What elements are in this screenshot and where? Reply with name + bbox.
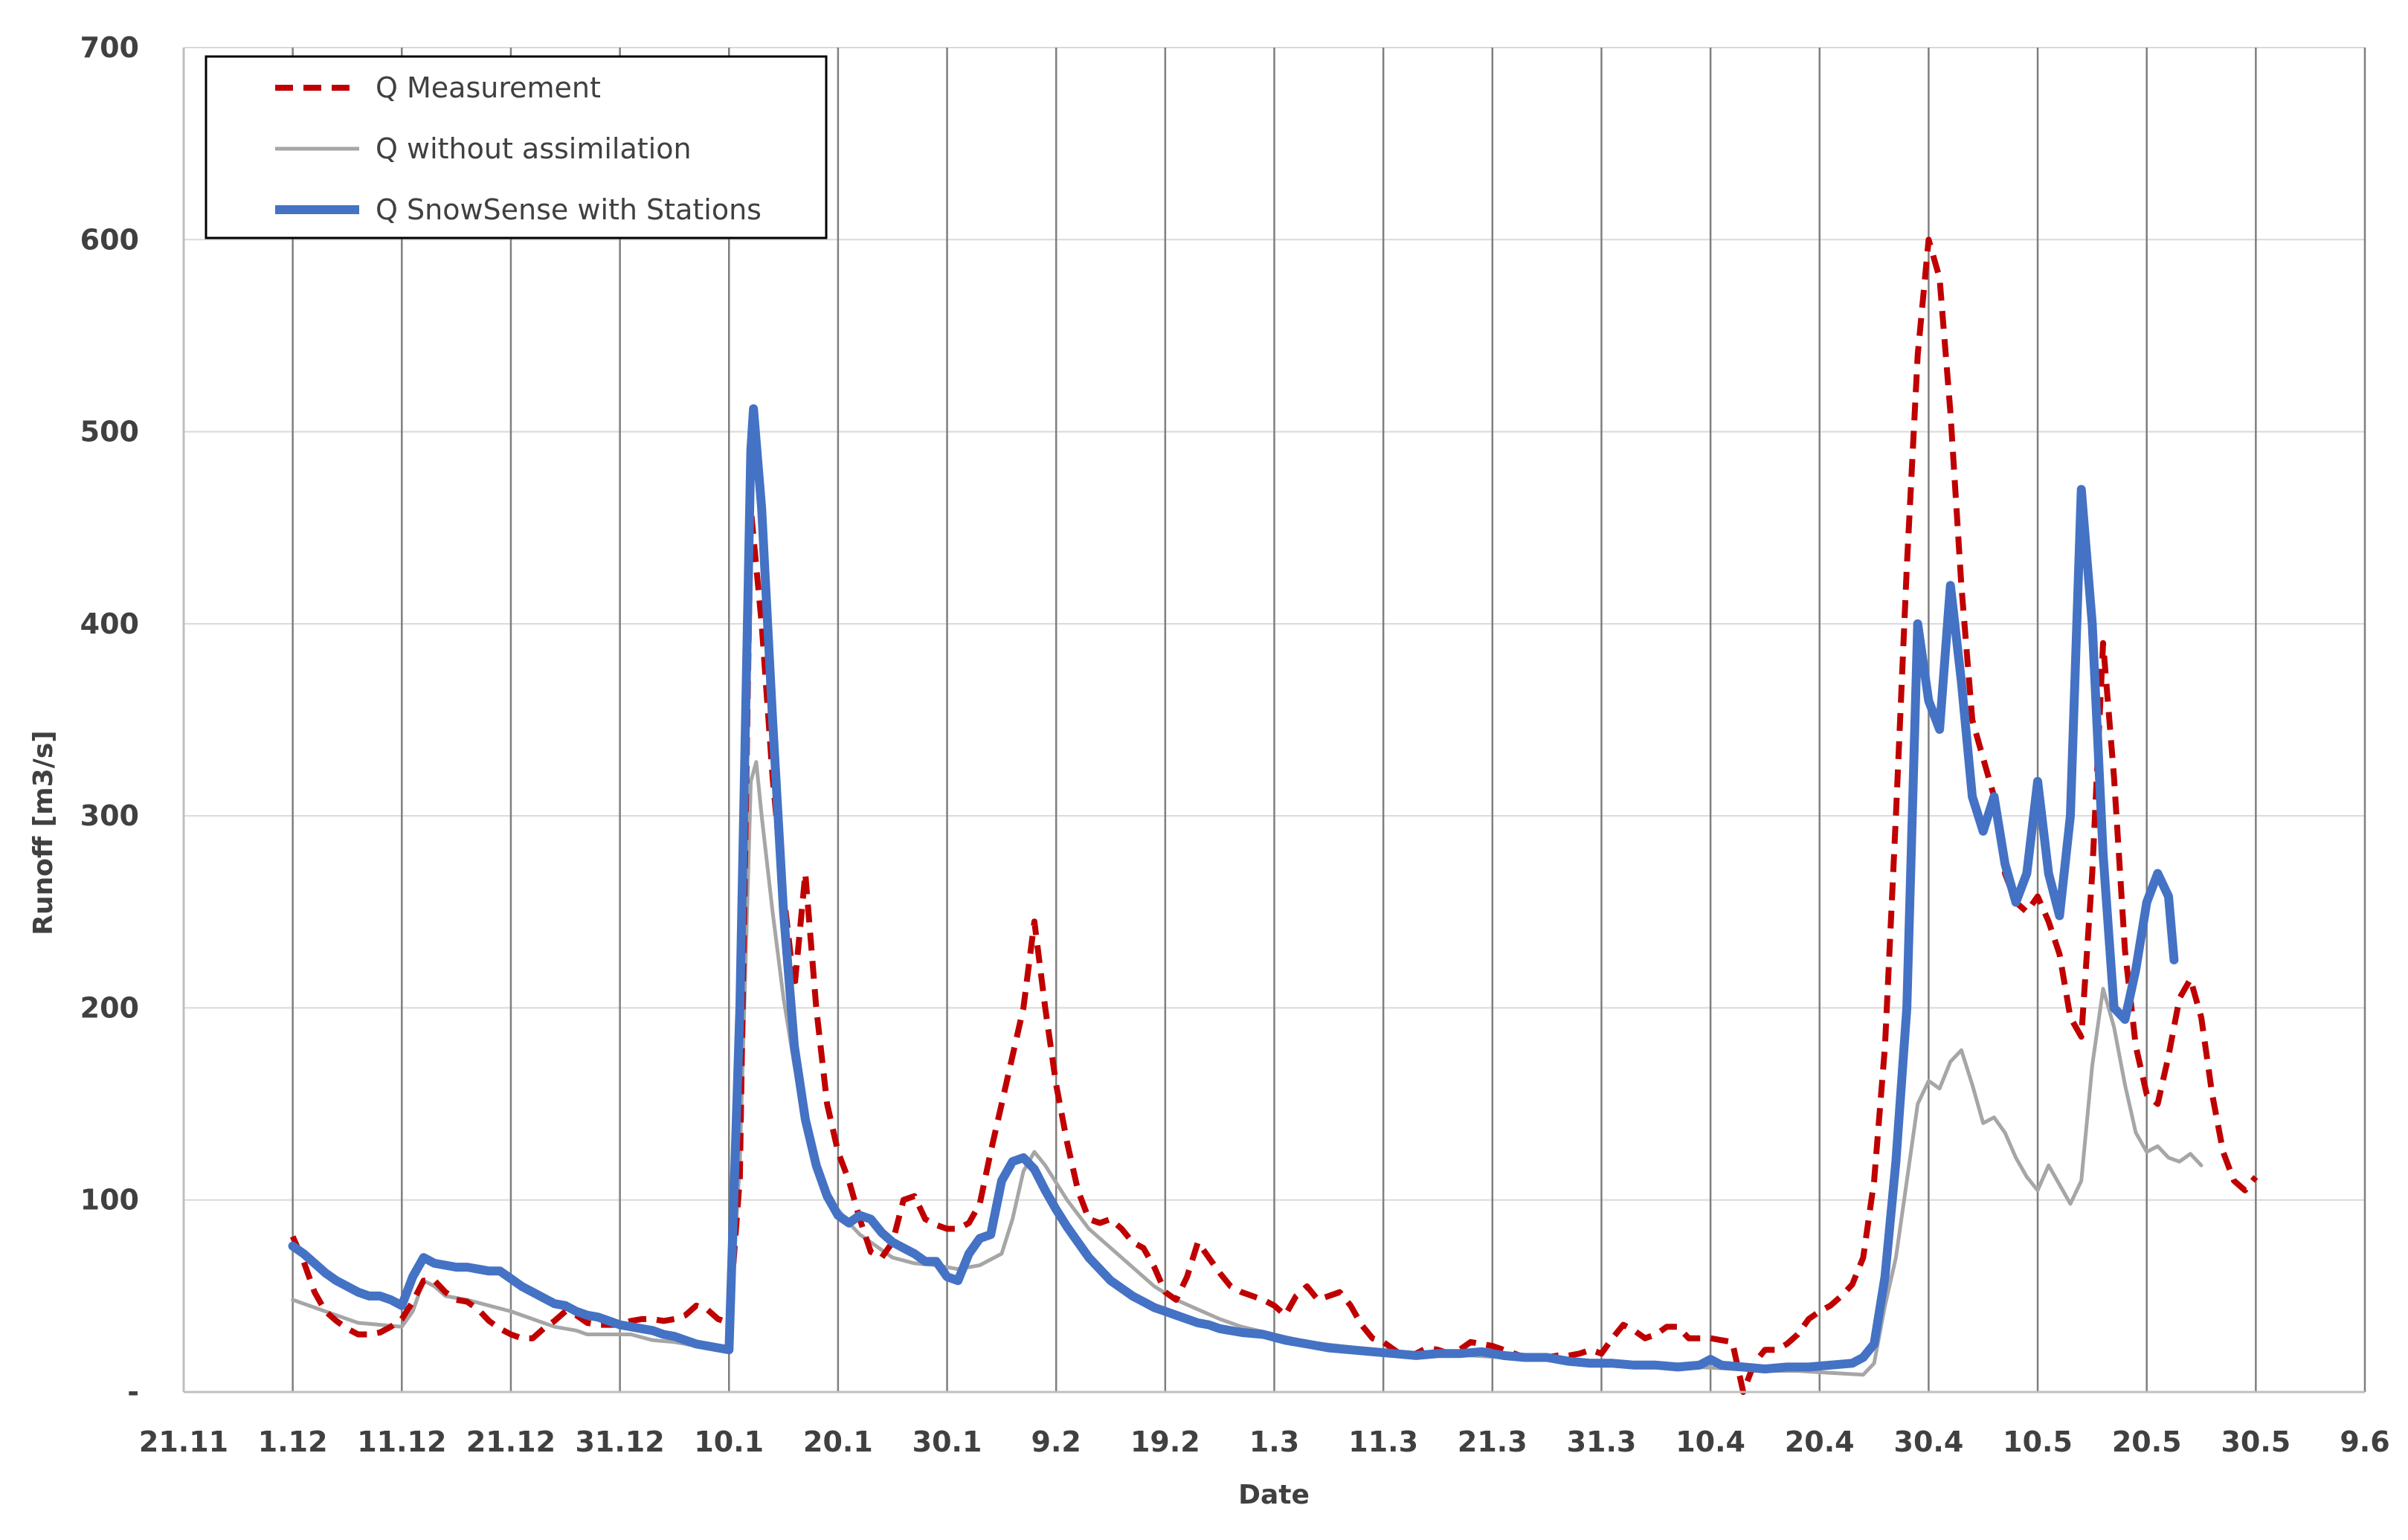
x-tick-label: 30.1 <box>912 1425 982 1458</box>
series-line <box>289 236 2259 1395</box>
series-q-measurement <box>289 236 2259 1395</box>
x-tick-label: 1.12 <box>258 1425 328 1458</box>
x-tick-label: 10.4 <box>1675 1425 1745 1458</box>
y-tick-label: 600 <box>80 223 139 256</box>
legend-item: Q without assimilation <box>275 132 692 165</box>
series-line <box>288 404 2179 1373</box>
x-tick-label: 20.1 <box>803 1425 873 1458</box>
grid-lines <box>184 47 2366 1392</box>
y-tick-labels: - 100 200 300 400 500 600 700 <box>80 31 139 1408</box>
legend-item: Q SnowSense with Stations <box>275 193 762 226</box>
x-tick-label: 21.3 <box>1458 1425 1527 1458</box>
x-tick-label: 11.3 <box>1348 1425 1418 1458</box>
y-tick-label: - <box>127 1376 139 1408</box>
x-tick-label: 30.5 <box>2221 1425 2291 1458</box>
x-tick-label: 19.2 <box>1130 1425 1200 1458</box>
y-tick-label: 300 <box>80 799 139 832</box>
x-tick-label: 1.3 <box>1249 1425 1299 1458</box>
x-tick-label: 10.1 <box>694 1425 764 1458</box>
series-layer <box>288 236 2259 1395</box>
legend: Q Measurement Q without assimilation Q Sno… <box>205 55 828 239</box>
legend-items: Q Measurement Q without assimilation Q Sno… <box>275 71 762 226</box>
legend-label: Q Measurement <box>376 71 601 104</box>
legend-item: Q Measurement <box>275 71 601 104</box>
x-tick-label: 31.3 <box>1567 1425 1637 1458</box>
x-tick-labels: 21.11 1.12 11.12 21.12 31.12 10.1 20.1 30.1 9.2 1… <box>139 1425 2390 1458</box>
y-tick-label: 400 <box>80 608 139 640</box>
x-tick-label: 10.5 <box>2003 1425 2073 1458</box>
legend-label: Q without assimilation <box>376 132 692 165</box>
y-tick-label: 100 <box>80 1184 139 1217</box>
x-axis-title: Date <box>1238 1480 1310 1510</box>
x-tick-label: 20.5 <box>2112 1425 2182 1458</box>
series-q-snowsense-with-stations <box>288 404 2179 1373</box>
x-tick-label: 21.12 <box>466 1425 556 1458</box>
x-tick-label: 20.4 <box>1785 1425 1855 1458</box>
x-tick-label: 31.12 <box>575 1425 664 1458</box>
y-axis-title: Runoff [m3/s] <box>28 730 59 935</box>
x-tick-label: 30.4 <box>1894 1425 1964 1458</box>
x-tick-label: 9.6 <box>2340 1425 2389 1458</box>
x-tick-label: 21.11 <box>139 1425 228 1458</box>
x-tick-label: 9.2 <box>1031 1425 1081 1458</box>
y-tick-label: 700 <box>80 31 139 64</box>
legend-label: Q SnowSense with Stations <box>376 193 762 226</box>
y-tick-label: 500 <box>80 416 139 448</box>
x-tick-label: 11.12 <box>357 1425 446 1458</box>
y-tick-label: 200 <box>80 991 139 1024</box>
